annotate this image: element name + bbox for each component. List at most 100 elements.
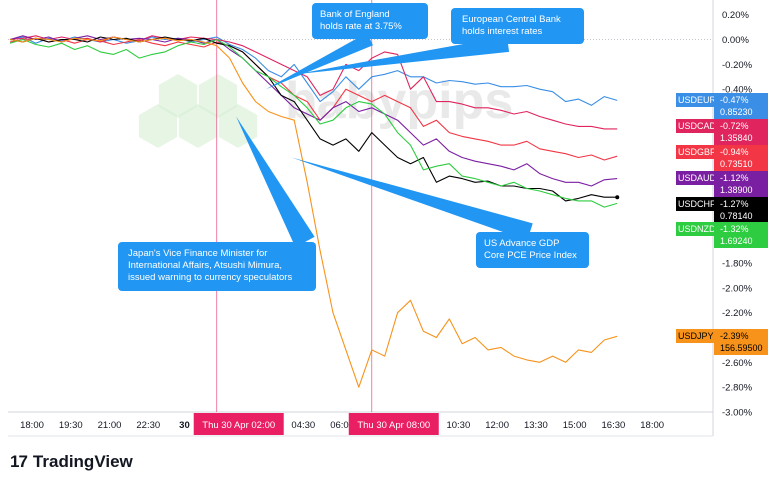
annotation-text-3-0: Japan's Vice Finance Minister for — [128, 248, 267, 259]
annotation-box-3 — [118, 242, 316, 291]
annotation-arrow-3 — [236, 116, 315, 248]
x-tick-highlight — [348, 413, 439, 435]
series-label-price: 0.73510 — [720, 159, 753, 169]
series-line-usdeur — [9, 36, 618, 106]
x-tick-label: 21:00 — [98, 420, 122, 431]
x-tick-label: 10:30 — [446, 420, 470, 431]
series-label-value-bg-usdgbp — [714, 145, 768, 171]
series-label-name: USDAUD — [678, 173, 717, 183]
y-tick-label: -3.00% — [722, 408, 753, 419]
x-tick-highlight — [193, 413, 284, 435]
x-tick-label: 30 — [179, 420, 190, 431]
annotation-text-1-1: holds interest rates — [462, 26, 543, 37]
series-label-price: 156.59500 — [720, 343, 763, 353]
tradingview-name: TradingView — [32, 452, 133, 471]
watermark-hex-3 — [138, 104, 178, 148]
babypips-watermark: babypips — [138, 72, 513, 148]
x-tick-label: Thu 30 Apr 02:00 — [202, 420, 275, 431]
x-tick-label: Thu 30 Apr 08:00 — [357, 420, 430, 431]
series-label-value-bg-usdaud — [714, 171, 768, 197]
watermark-hex-0 — [158, 74, 198, 118]
series-label-name: USDGBP — [678, 147, 716, 157]
y-tick-label: 0.20% — [722, 10, 749, 21]
annotation-arrow-1 — [295, 36, 510, 75]
series-label-name-bg-usdcad — [676, 119, 714, 133]
x-tick-label: 16:30 — [602, 420, 626, 431]
series-label-pct: -0.72% — [720, 121, 749, 131]
vertical-markers — [216, 0, 373, 412]
series-label-value-bg-usdjpy — [714, 329, 768, 355]
x-tick-label: 18:00 — [640, 420, 664, 431]
annotation-arrow-2 — [291, 157, 533, 241]
x-tick-label: 19:30 — [59, 420, 83, 431]
y-tick-label: -1.80% — [722, 259, 753, 270]
series-label-pct: -0.47% — [720, 95, 749, 105]
series-label-name-bg-usdeur — [676, 93, 714, 107]
series-label-name-bg-usdnzd — [676, 222, 714, 236]
series-label-value-bg-usdeur — [714, 93, 768, 119]
annotation-text-1-0: European Central Bank — [462, 14, 561, 25]
series-label-pct: -0.94% — [720, 147, 749, 157]
series-line-usdnzd — [9, 38, 618, 208]
tradingview-logo-icon: 17 — [10, 452, 28, 471]
annotation-text-2-0: US Advance GDP — [484, 238, 560, 249]
series-end-dot-usdchf — [615, 195, 620, 200]
series-label-name: USDEUR — [678, 95, 717, 105]
x-tick-label: 06:00 — [330, 420, 354, 431]
y-tick-label: -2.20% — [722, 308, 753, 319]
y-tick-label: -2.60% — [722, 358, 753, 369]
y-tick-label: -2.00% — [722, 283, 753, 294]
series-label-value-bg-usdcad — [714, 119, 768, 145]
annotation-arrow-0 — [265, 32, 373, 90]
series-lines — [9, 35, 620, 388]
annotation-box-1 — [451, 8, 584, 44]
series-label-name: USDNZD — [678, 224, 716, 234]
annotation-box-2 — [476, 232, 589, 268]
series-label-price: 0.78140 — [720, 211, 753, 221]
series-label-pct: -1.32% — [720, 224, 749, 234]
annotation-text-2-1: Core PCE Price Index — [484, 250, 577, 261]
x-tick-label: 18:00 — [20, 420, 44, 431]
series-label-price: 1.35840 — [720, 133, 753, 143]
annotation-box-0 — [312, 3, 428, 39]
series-label-name: USDCHF — [678, 199, 716, 209]
x-tick-label: 22:30 — [136, 420, 160, 431]
series-label-price: 1.69240 — [720, 236, 753, 246]
series-label-pct: -1.12% — [720, 173, 749, 183]
x-tick-label: 13:30 — [524, 420, 548, 431]
annotation-text-0-1: holds rate at 3.75% — [320, 21, 402, 32]
y-tick-label: -0.40% — [722, 85, 753, 96]
series-label-name-bg-usdgbp — [676, 145, 714, 159]
series-label-price: 0.85230 — [720, 107, 753, 117]
series-label-name-bg-usdaud — [676, 171, 714, 185]
series-label-pct: -1.27% — [720, 199, 749, 209]
watermark-hex-1 — [198, 74, 238, 118]
plot-frame — [8, 0, 714, 437]
series-label-pct: -2.39% — [720, 331, 749, 341]
x-tick-label: 15:00 — [563, 420, 587, 431]
annotation-text-3-1: International Affairs, Atsushi Mimura, — [128, 260, 282, 271]
series-label-price: 1.38900 — [720, 185, 753, 195]
annotation-text-3-2: issued warning to currency speculators — [128, 272, 292, 283]
watermark-text: babypips — [285, 72, 513, 130]
series-line-usdjpy — [9, 36, 618, 388]
series-label-value-bg-usdchf — [714, 197, 768, 223]
y-tick-label: 0.00% — [722, 35, 749, 46]
series-label-name: USDCAD — [678, 121, 717, 131]
y-tick-label: -0.20% — [722, 60, 753, 71]
series-label-name-bg-usdchf — [676, 197, 714, 211]
x-tick-label: 04:30 — [291, 420, 315, 431]
y-tick-label: -2.80% — [722, 383, 753, 394]
watermark-hex-2 — [178, 104, 218, 148]
series-label-name: USDJPY — [678, 331, 714, 341]
series-label-name-bg-usdjpy — [676, 329, 714, 343]
x-tick-label: 12:00 — [485, 420, 509, 431]
tradingview-branding: 17 TradingView — [10, 452, 133, 472]
series-line-usdgbp — [9, 37, 618, 161]
series-label-value-bg-usdnzd — [714, 222, 768, 248]
x-axis: 18:00 19:30 21:00 22:30 30 Thu 30 Apr 02:00 04… — [20, 413, 664, 435]
series-line-usdchf — [9, 36, 618, 202]
